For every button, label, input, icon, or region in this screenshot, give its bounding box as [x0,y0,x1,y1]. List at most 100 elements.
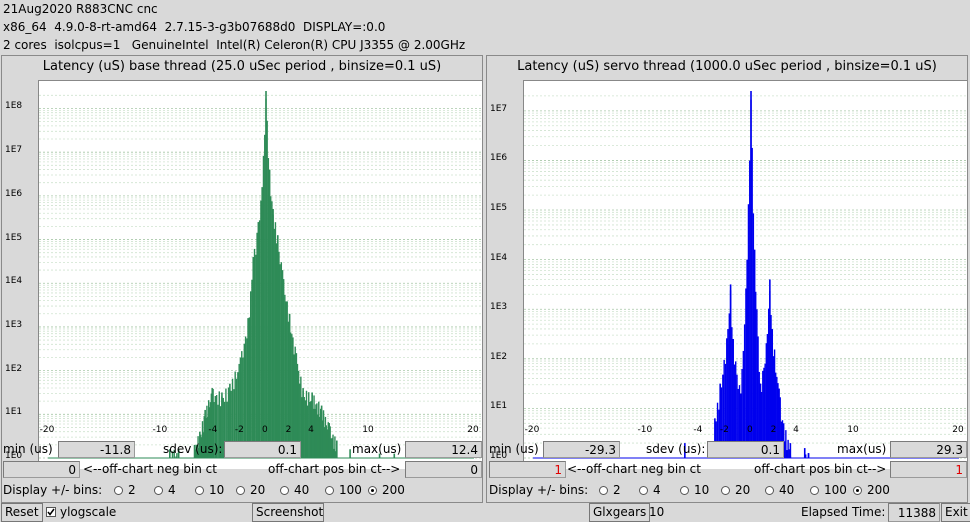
histogram-bar [308,392,310,458]
histogram-bar [235,378,238,458]
histogram-bar [724,364,727,458]
histogram-bar [285,301,287,458]
bins-radio-4[interactable] [639,486,648,495]
histogram-bar [317,414,319,458]
bins-radio-20[interactable] [236,486,245,495]
histogram-bar [323,427,326,458]
histogram-peak [177,449,180,458]
base-max-value: 12.4 [405,441,482,458]
bins-radio-100[interactable] [325,486,334,495]
elapsed-time-value: 11388 [888,503,940,522]
bins-radio-40[interactable] [765,486,774,495]
histogram-bar [749,160,751,458]
histogram-bar [207,400,210,458]
servo-thread-histogram [524,91,967,459]
bins-radio-label: 10 [209,483,225,497]
bins-radio-label: 10 [694,483,710,497]
histogram-bar [313,395,315,458]
bins-radio-4[interactable] [154,486,163,495]
y-tick-label: 1E3 [490,302,508,313]
glxgears-count: 10 [649,505,665,519]
bins-radio-label: 200 [867,483,890,497]
histogram-bar [171,451,174,458]
bins-radio-2[interactable] [599,486,608,495]
bins-radio-100[interactable] [810,486,819,495]
histogram-bar [197,436,199,458]
servo-neg-bin-count: 1 [489,461,566,478]
histogram-peak [753,249,756,458]
bins-radio-10[interactable] [680,486,689,495]
histogram-bar [747,204,750,458]
x-tick-label: 0 [262,425,268,435]
bins-radio-200[interactable] [853,486,862,495]
histogram-bar [198,447,200,458]
y-tick-label: 1E6 [5,188,23,199]
histogram-bar [173,449,175,458]
x-tick-label: 2 [285,425,292,435]
histogram-peak [281,270,284,458]
histogram-bar [733,364,736,458]
y-tick-label: 1E1 [5,407,23,418]
histogram-bar [282,279,285,458]
histogram-bar [329,426,331,458]
bins-radio-200[interactable] [368,486,377,495]
histogram-bar [287,321,290,458]
histogram-peak [295,353,298,458]
exit-button[interactable]: Exit [941,503,970,522]
bins-radio-label: 20 [250,483,266,497]
histogram-bar [718,409,720,458]
histogram-bar [306,405,309,458]
histogram-bar [251,279,253,458]
ylogscale-checkbox[interactable] [46,507,56,517]
histogram-bar [213,402,215,458]
histogram-bar [246,338,248,458]
histogram-bar [786,450,788,458]
histogram-bar [752,213,755,458]
cpu-info: 2 cores isolcpus=1 GenuineIntel Intel(R)… [3,38,466,52]
servo-thread-chart [523,80,967,469]
histogram-bar [755,291,757,458]
histogram-bar [305,390,308,458]
histogram-peak [393,453,396,458]
histogram-bar [314,408,316,458]
histogram-peak [727,329,729,458]
histogram-bar [256,232,258,458]
base-min-value: -11.8 [58,441,135,458]
histogram-bar [309,401,311,458]
histogram-bar [723,359,725,458]
histogram-bar [208,407,211,458]
bins-radio-label: 2 [613,483,621,497]
histogram-bar [231,378,234,458]
histogram-bar [779,397,781,458]
histogram-bar [266,120,268,458]
histogram-bar [293,354,295,458]
histogram-bar [260,200,262,458]
screenshot-button[interactable]: Screenshot [252,503,324,522]
histogram-bar [767,308,770,458]
histogram-bar [315,404,317,458]
bins-radio-20[interactable] [721,486,730,495]
ylogscale-label: ylogscale [60,505,117,519]
histogram-bar [787,439,789,458]
histogram-peak [803,448,806,458]
histogram-bar [763,367,765,458]
histogram-bar [300,376,302,458]
histogram-bar [238,363,240,458]
histogram-bar [222,397,224,458]
reset-button[interactable]: Reset [1,503,43,522]
histogram-bar [233,389,235,458]
histogram-peak [378,453,381,458]
histogram-peak [328,423,331,458]
histogram-bar [318,401,320,458]
bins-radio-2[interactable] [114,486,123,495]
servo-pos-bin-label: off-chart pos bin ct--> [754,462,887,476]
histogram-bar [741,368,743,458]
base-pos-bin-label: off-chart pos bin ct--> [268,462,401,476]
bins-radio-40[interactable] [280,486,289,495]
histogram-peak [782,423,785,458]
x-tick-label: -10 [637,425,653,435]
glxgears-button[interactable]: Glxgears [589,503,651,522]
histogram-bar [737,388,739,458]
histogram-bar [249,291,252,458]
bins-radio-10[interactable] [195,486,204,495]
